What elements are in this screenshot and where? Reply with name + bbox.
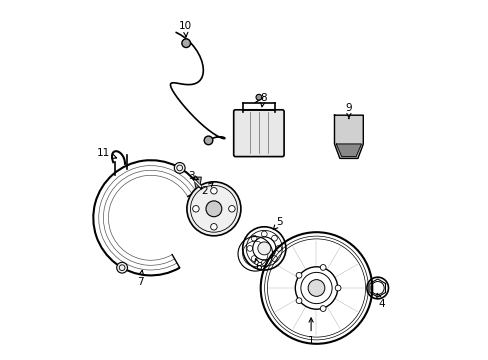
Polygon shape (336, 144, 361, 157)
Circle shape (307, 280, 324, 296)
FancyBboxPatch shape (233, 110, 284, 157)
Text: 1: 1 (307, 318, 314, 346)
Text: 2: 2 (201, 183, 213, 196)
Polygon shape (194, 177, 201, 187)
Circle shape (192, 206, 199, 212)
Circle shape (256, 94, 261, 100)
Circle shape (210, 188, 217, 194)
Text: 10: 10 (179, 21, 192, 37)
Circle shape (335, 285, 340, 291)
Text: 4: 4 (376, 293, 384, 309)
Text: 11: 11 (97, 148, 116, 158)
Circle shape (320, 265, 325, 270)
Circle shape (117, 262, 127, 273)
Circle shape (320, 306, 325, 311)
Circle shape (174, 162, 185, 173)
Text: 8: 8 (260, 93, 266, 107)
Circle shape (296, 273, 301, 278)
Text: 3: 3 (187, 171, 198, 181)
Text: 5: 5 (273, 217, 283, 230)
Circle shape (296, 298, 301, 303)
Circle shape (210, 224, 217, 230)
Text: 9: 9 (345, 103, 351, 118)
Circle shape (228, 206, 235, 212)
Circle shape (182, 39, 190, 48)
Circle shape (257, 242, 270, 255)
Text: 7: 7 (137, 270, 143, 287)
Circle shape (204, 136, 212, 145)
Circle shape (205, 201, 222, 217)
Text: 6: 6 (254, 258, 261, 273)
Circle shape (186, 182, 241, 236)
Polygon shape (334, 115, 363, 158)
